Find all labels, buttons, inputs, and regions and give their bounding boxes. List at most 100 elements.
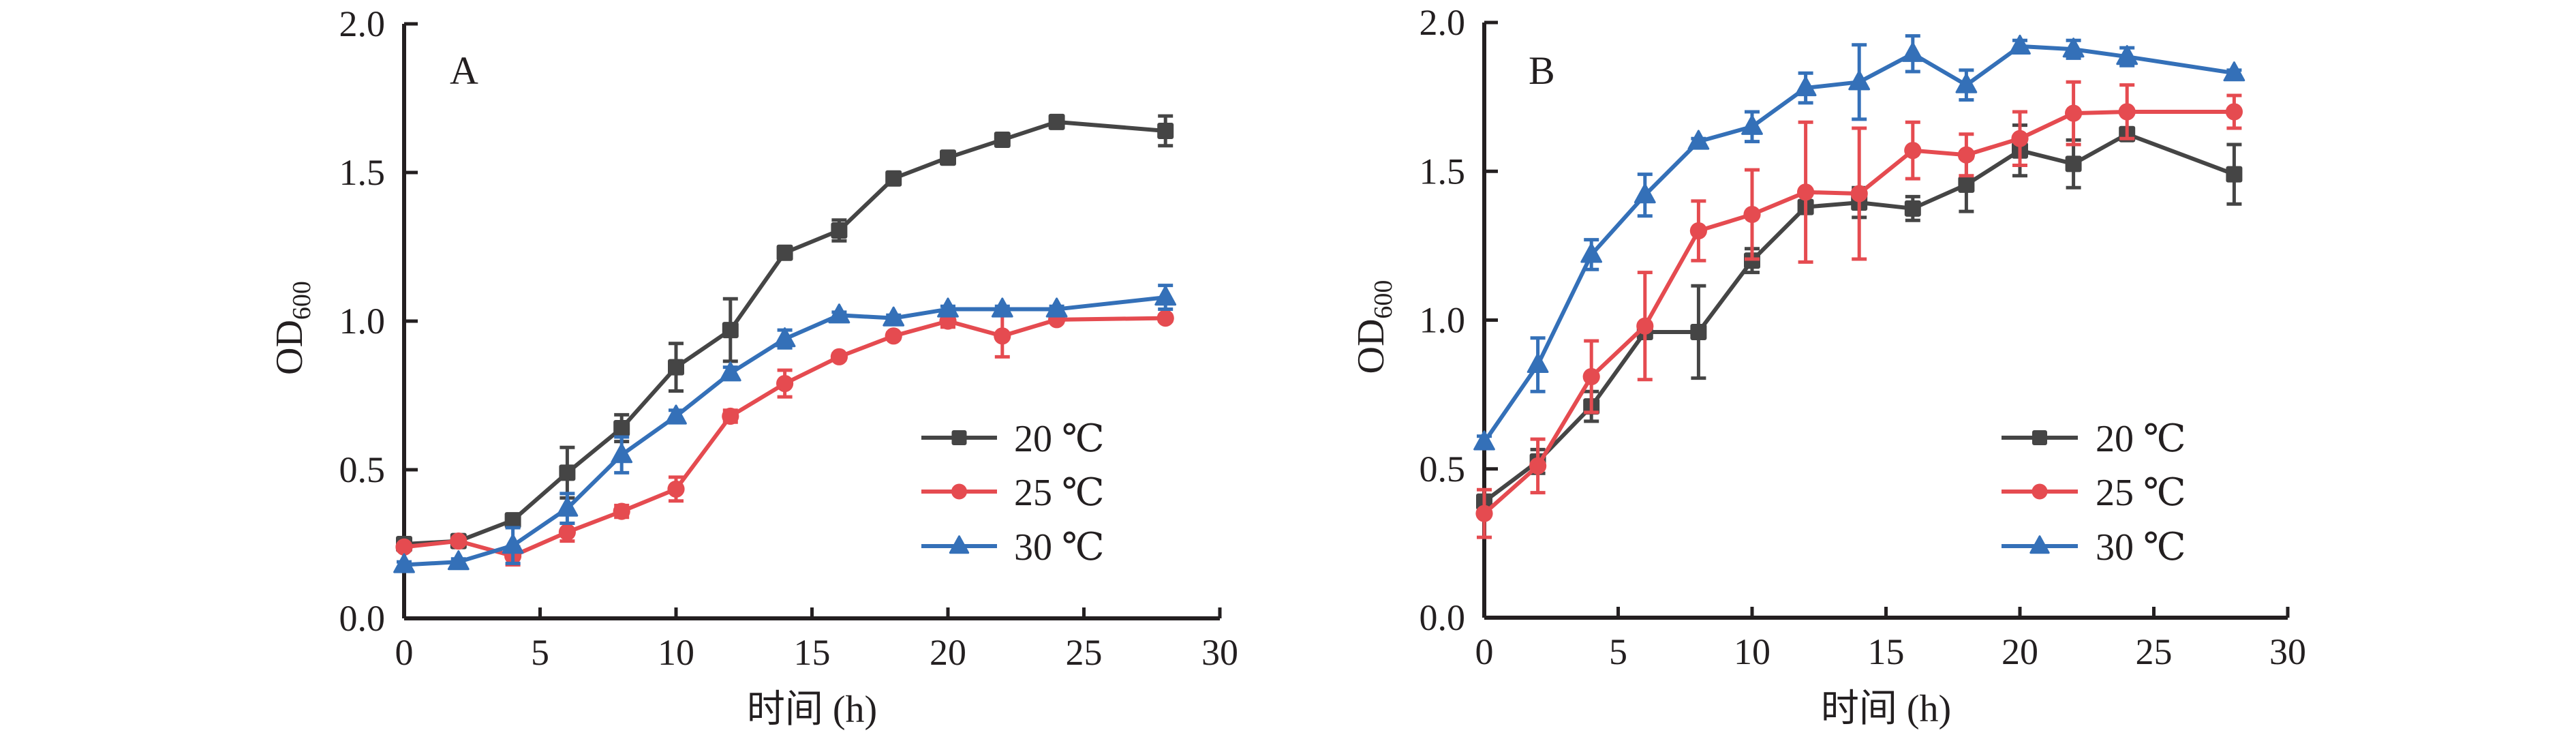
legend-marker-square [2032,430,2047,445]
panel-b: 0 5 10 15 20 25 30 0.0 0.5 1.0 1.5 2.0 时间 (h) OD600 B 2… [1350,2,2306,730]
data-point-triangle [393,553,415,573]
data-point-triangle [1955,73,1978,93]
data-point-circle [1743,205,1761,224]
panel-label: B [1529,48,1555,93]
data-point-triangle [991,297,1013,318]
data-point-square [504,512,521,529]
legend-label: 30 ℃ [1014,526,1105,569]
y-tick-label: 2.0 [339,3,386,44]
data-point-circle [2225,103,2243,121]
data-point-square [668,359,684,376]
data-point-triangle [1045,297,1068,318]
data-point-square [994,132,1011,149]
data-point-triangle [1901,42,1924,62]
data-point-triangle [1527,352,1549,374]
data-point-triangle [2062,37,2085,58]
y-axis-title-subscript: 600 [1369,280,1398,319]
y-axis-title: OD600 [1350,280,1398,374]
legend-entry: 30 ℃ [2002,526,2186,569]
legend-label: 25 ℃ [2096,472,2186,514]
y-tick-label: 1.0 [1420,300,1466,341]
data-point-triangle [1634,183,1656,204]
y-tick-label: 2.0 [1420,2,1466,43]
data-point-circle [1529,457,1547,475]
legend-label: 20 ℃ [2096,418,2186,460]
data-point-circle [885,327,902,345]
legend-marker-triangle [2029,535,2050,554]
y-tick-label: 0.5 [339,449,386,490]
x-tick-label: 25 [1066,632,1103,673]
y-tick-label: 1.0 [339,301,386,342]
data-point-square [1048,113,1065,130]
data-point-square [940,149,956,166]
data-point-square [1958,176,1975,193]
data-point-triangle [1794,76,1817,97]
data-point-square [2226,166,2243,183]
x-tick-label: 30 [2269,631,2306,672]
data-point-triangle [883,306,905,327]
x-tick-label: 15 [794,632,831,673]
data-point-triangle [1687,130,1710,150]
series-triangle [1473,34,2245,451]
x-tick-label: 5 [531,632,549,673]
data-point-square [2065,155,2082,172]
y-axis-title-subscript: 600 [288,281,316,320]
x-tick-label: 15 [1868,631,1905,672]
y-tick-label: 1.5 [339,152,386,193]
data-point-circle [2118,103,2136,121]
data-point-circle [722,407,739,425]
x-tick-label: 0 [1475,631,1494,672]
y-axis-title-main: OD [269,320,311,375]
data-point-circle [1904,142,1922,160]
data-point-square [722,322,739,339]
legend-marker-triangle [949,535,970,554]
legend-label: 30 ℃ [2096,526,2186,569]
data-point-circle [830,348,848,365]
data-point-triangle [1473,430,1495,451]
legend-label: 25 ℃ [1014,472,1105,514]
legend-entry: 20 ℃ [921,418,1105,460]
data-point-square [559,464,576,481]
data-point-circle [395,538,413,556]
data-point-square [831,222,848,239]
data-point-triangle [1580,243,1603,263]
x-axis-title: 时间 (h) [1821,688,1951,730]
x-tick-label: 25 [2136,631,2173,672]
data-point-circle [613,502,630,520]
data-point-triangle [719,361,741,382]
y-tick-label: 0.5 [1420,449,1466,490]
x-tick-label: 20 [930,632,966,673]
series-line [1483,109,2235,515]
legend-marker-circle [2031,483,2048,500]
legend-entry: 20 ℃ [2002,418,2186,460]
legend-marker-square [951,430,967,445]
data-point-circle [1475,505,1493,522]
data-point-circle [2065,104,2083,122]
data-point-circle [1957,146,1975,164]
data-point-triangle [556,496,579,517]
data-point-triangle [2116,45,2138,65]
y-tick-label: 0.0 [339,598,386,639]
data-point-square [1904,200,1921,217]
y-axis-title: OD600 [269,281,316,375]
data-point-circle [1689,222,1707,240]
data-point-triangle [1848,70,1871,91]
legend-entry: 30 ℃ [921,526,1105,569]
data-point-circle [667,480,685,498]
series-line [1483,132,2235,504]
legend-label: 20 ℃ [1014,418,1105,460]
x-tick-label: 0 [395,632,414,673]
y-tick-label: 0.0 [1420,597,1466,638]
data-point-triangle [2223,61,2245,82]
y-axis-title-main: OD [1350,319,1392,374]
data-point-triangle [2009,34,2031,55]
data-point-triangle [828,303,850,324]
legend-entry: 25 ℃ [921,472,1105,514]
series-line [1482,44,2235,444]
series-line [403,119,1166,546]
data-point-circle [776,374,794,393]
data-point-square [885,170,902,187]
data-point-square [1157,122,1174,139]
series-line [403,295,1166,567]
